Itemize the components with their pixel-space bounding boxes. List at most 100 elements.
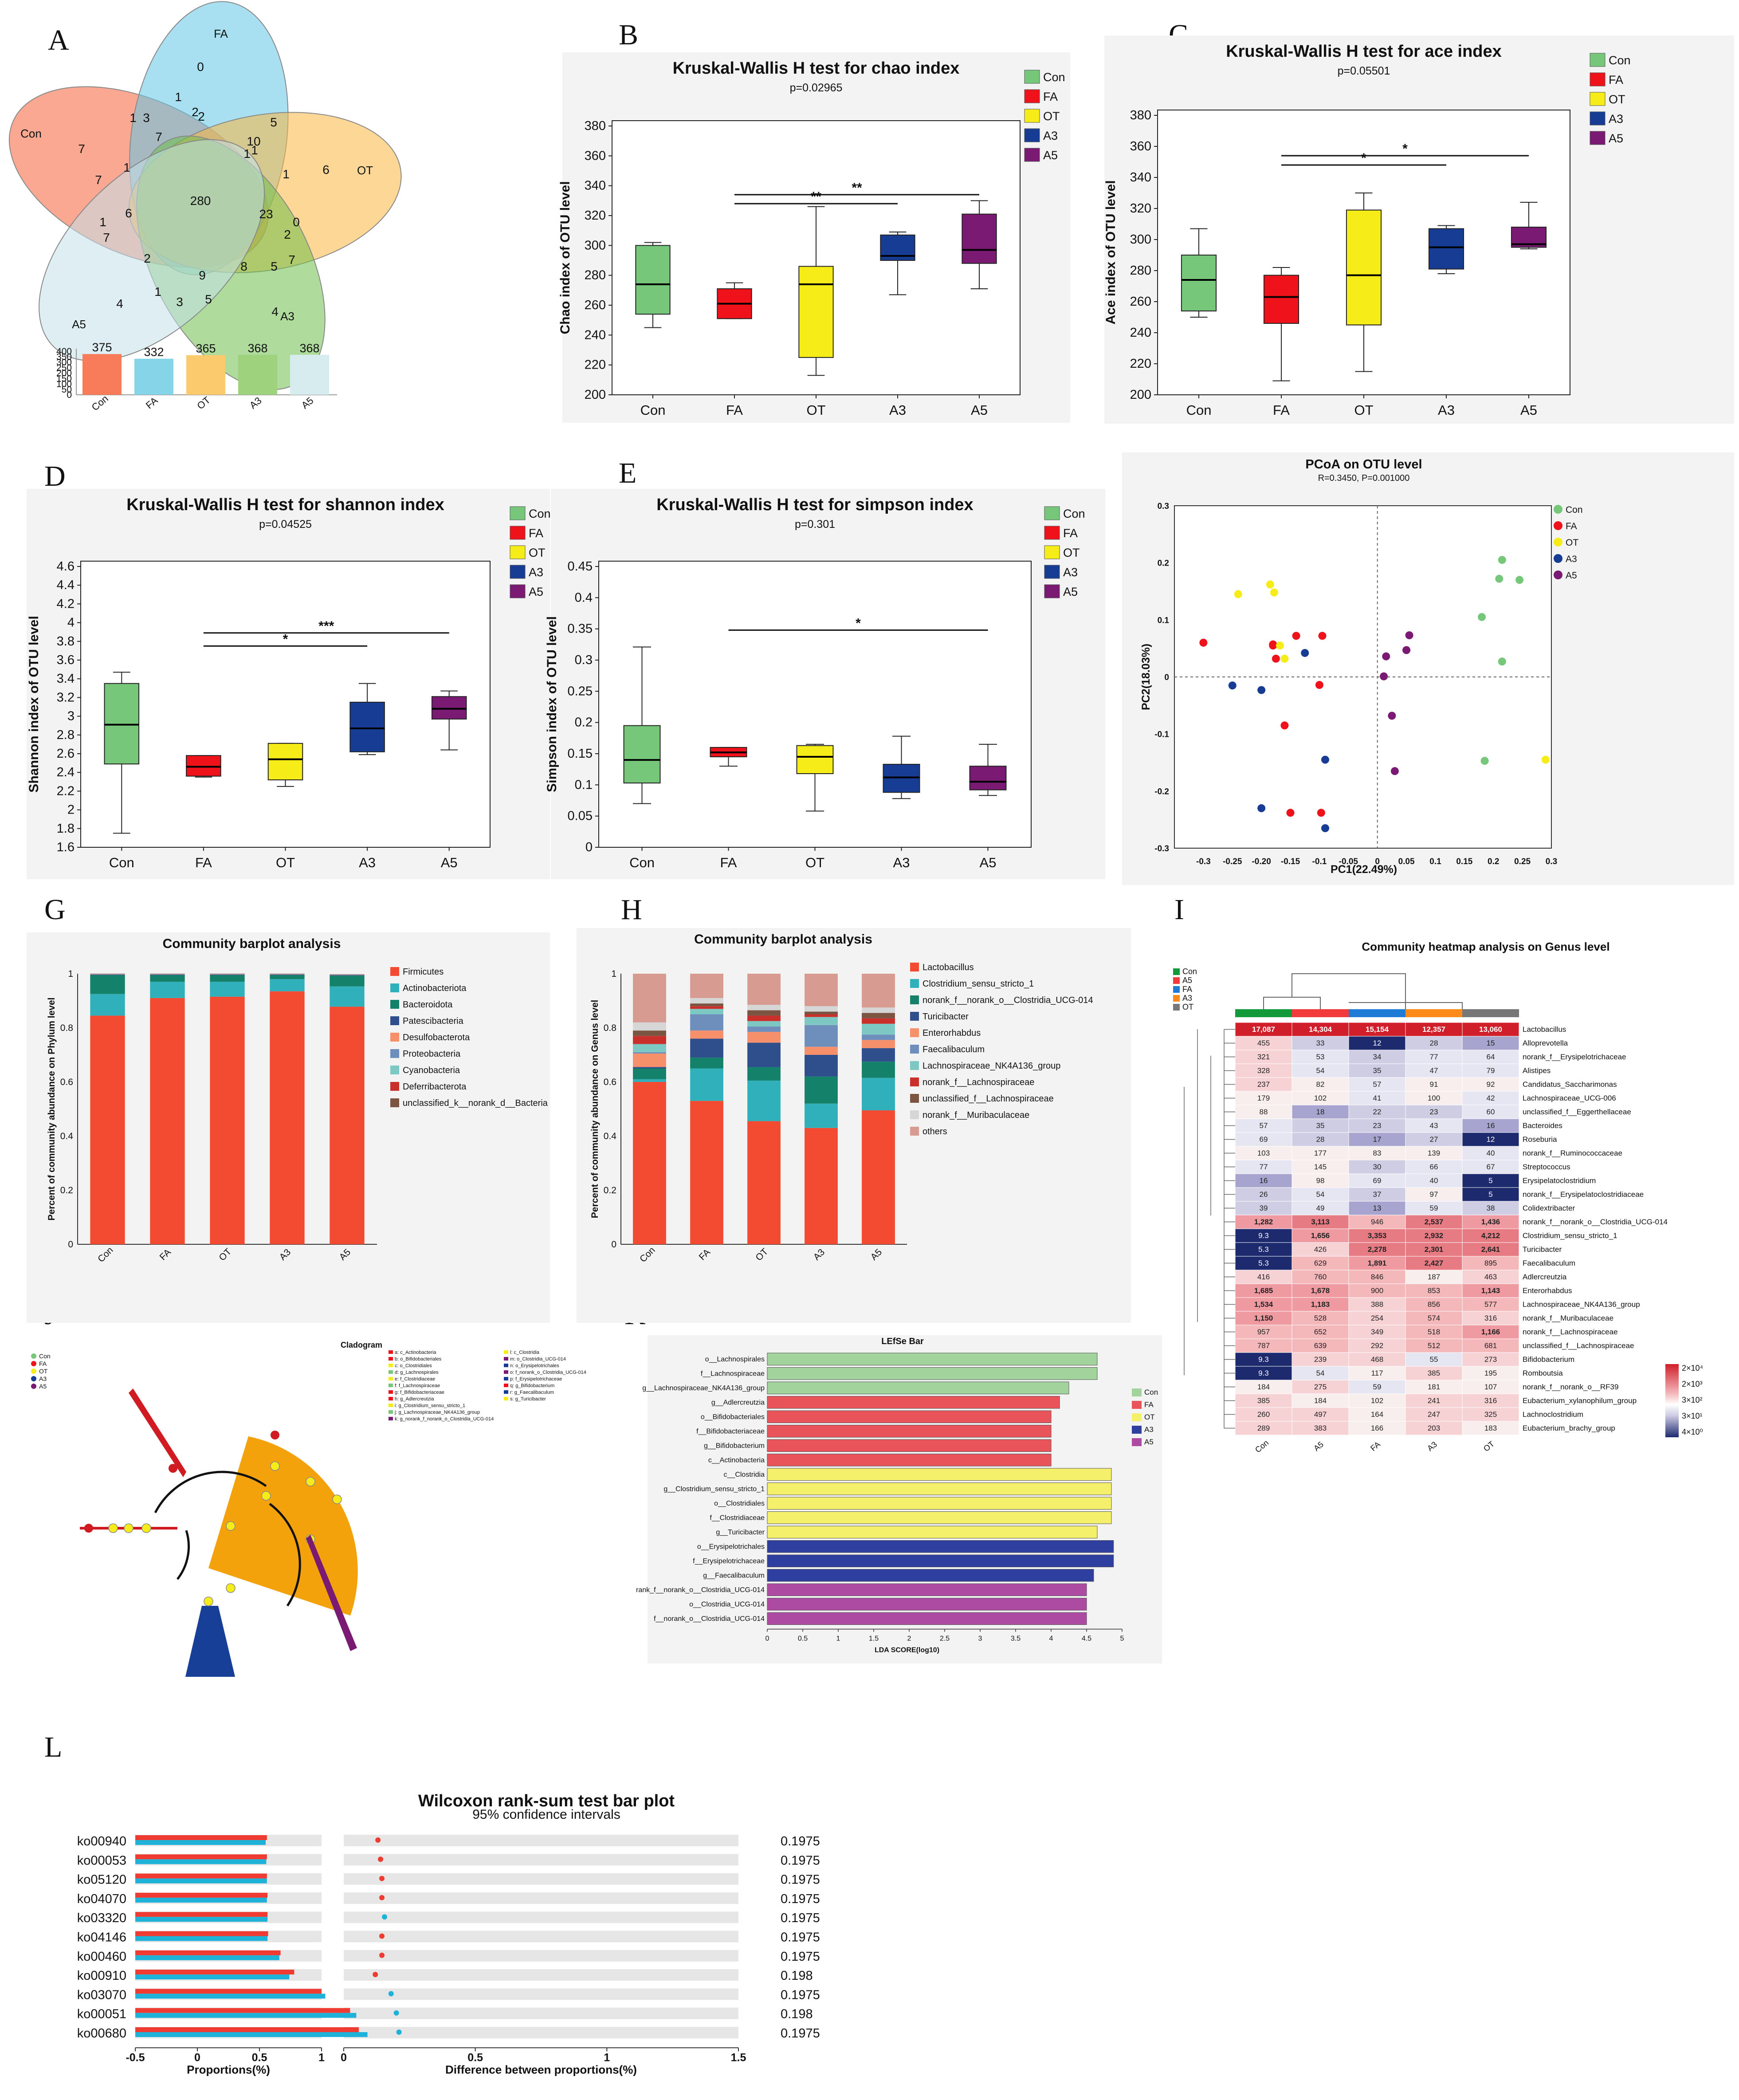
proportion-bar-blue bbox=[135, 1917, 268, 1922]
legend-label: Faecalibaculum bbox=[922, 1045, 985, 1054]
stack-segment bbox=[690, 1101, 723, 1244]
stack-segment bbox=[862, 1062, 895, 1078]
venn-count: 1 bbox=[175, 90, 182, 104]
stack-segment bbox=[862, 1048, 895, 1062]
row-label: Lachnoclostridium bbox=[1523, 1410, 1583, 1419]
x-tick-label: Con bbox=[109, 855, 134, 870]
heatmap-cell bbox=[1291, 1283, 1349, 1298]
heatmap-value: 846 bbox=[1371, 1273, 1383, 1281]
p-value: 0.1975 bbox=[781, 1988, 820, 2002]
point-a3 bbox=[1321, 824, 1329, 832]
legend-label: OT bbox=[1063, 546, 1080, 559]
heatmap-value: 53 bbox=[1316, 1053, 1325, 1061]
heatmap-cell bbox=[1462, 1118, 1519, 1133]
heatmap-cell bbox=[1291, 1160, 1349, 1174]
legend-swatch-a5 bbox=[1044, 584, 1060, 598]
x-tick-label: 1.5 bbox=[869, 1635, 879, 1643]
legend-label: FA bbox=[1566, 521, 1577, 531]
clade-node bbox=[261, 1491, 271, 1501]
heatmap-cell bbox=[1348, 1091, 1406, 1105]
lefse-label: g__Faecalibaculum bbox=[703, 1572, 765, 1580]
clade-swatch bbox=[389, 1417, 393, 1420]
clade-label: h: g_Adlercreutzia bbox=[395, 1396, 435, 1402]
heatmap-cell bbox=[1348, 1118, 1406, 1133]
difference-point bbox=[388, 1991, 394, 1997]
proportion-bar-blue bbox=[135, 1878, 267, 1884]
heatmap-cell bbox=[1405, 1132, 1463, 1147]
legend-label: norank_f__Lachnospiraceae bbox=[922, 1078, 1034, 1087]
significance-label: ** bbox=[811, 189, 821, 204]
plot-area bbox=[80, 561, 491, 848]
legend-swatch bbox=[390, 1000, 399, 1009]
x-tick-label: OT bbox=[1354, 402, 1373, 418]
heatmap-value: 60 bbox=[1487, 1108, 1495, 1116]
y-tick-label: 220 bbox=[585, 358, 606, 372]
chart-title: Wilcoxon rank-sum test bar plot bbox=[418, 1792, 675, 1810]
heatmap-value: 2,932 bbox=[1425, 1231, 1444, 1240]
difference-point bbox=[393, 2010, 399, 2016]
heatmap-cell bbox=[1235, 1132, 1292, 1147]
heatmap-value: 57 bbox=[1260, 1121, 1268, 1130]
point-fa bbox=[1286, 809, 1295, 817]
heatmap-value: 463 bbox=[1484, 1273, 1497, 1281]
point-a3 bbox=[1301, 649, 1309, 657]
clade-label: g: f_Bifidobacteriaceae bbox=[395, 1390, 444, 1395]
legend-swatch bbox=[390, 1049, 399, 1058]
venn-count: 0 bbox=[197, 60, 204, 74]
legend-swatch-con bbox=[1044, 506, 1060, 520]
proportion-bar-red bbox=[135, 2008, 350, 2013]
row-label: Candidatus_Saccharimonas bbox=[1523, 1080, 1617, 1089]
significance-label: ** bbox=[852, 181, 862, 195]
heatmap-cell bbox=[1348, 1407, 1406, 1422]
chart-subtitle: p=0.04525 bbox=[259, 518, 312, 531]
box-a5 bbox=[962, 213, 997, 264]
y-tick-label: 2.8 bbox=[57, 728, 75, 742]
stack-segment bbox=[210, 975, 245, 982]
column-label: Con bbox=[1253, 1438, 1270, 1455]
heatmap-cell bbox=[1405, 1118, 1463, 1133]
clade-node bbox=[169, 1464, 177, 1473]
heatmap-value: 166 bbox=[1371, 1424, 1383, 1432]
venn-count: 10 bbox=[247, 134, 260, 148]
x-tick-label: FA bbox=[726, 402, 743, 418]
p-value: 0.1975 bbox=[781, 1892, 820, 1906]
clade-label: r: g_Faecalibaculum bbox=[510, 1390, 554, 1395]
heatmap-value: 88 bbox=[1260, 1108, 1268, 1116]
clade-swatch bbox=[504, 1377, 508, 1380]
heatmap-cell bbox=[1462, 1160, 1519, 1174]
proportion-bar-blue bbox=[135, 1840, 266, 1845]
clade-node bbox=[332, 1494, 342, 1504]
box-a3 bbox=[883, 763, 920, 793]
proportion-bar-blue bbox=[135, 2032, 368, 2037]
y-tick-label: 3.8 bbox=[57, 634, 75, 649]
legend-swatch-a3 bbox=[1024, 128, 1040, 142]
chart-title: Cladogram bbox=[341, 1341, 382, 1349]
lefse-bar bbox=[767, 1583, 1087, 1596]
column-group-bar bbox=[1405, 1009, 1462, 1017]
x-tick-label: A3 bbox=[889, 402, 906, 418]
stack-segment bbox=[330, 986, 365, 1007]
heatmap-cell bbox=[1405, 1338, 1463, 1353]
heatmap-value: 2,278 bbox=[1368, 1245, 1387, 1254]
bar-ytick: 200 bbox=[56, 368, 72, 378]
y-tick-label: 2.2 bbox=[57, 784, 75, 798]
legend-label: Lachnospiraceae_NK4A136_group bbox=[922, 1061, 1060, 1071]
difference-point bbox=[373, 1972, 378, 1978]
p-value: 0.198 bbox=[781, 2007, 813, 2021]
chart-title: LEfSe Bar bbox=[881, 1337, 924, 1346]
row-label: norank_f__norank_o__Clostridia_UCG-014 bbox=[1523, 1218, 1668, 1226]
heatmap-value: 49 bbox=[1316, 1204, 1325, 1212]
heatmap-cell bbox=[1405, 1352, 1463, 1367]
heatmap-cell bbox=[1348, 1325, 1406, 1339]
venn-total-value: 368 bbox=[247, 342, 267, 355]
x-tick-label: FA bbox=[195, 855, 212, 870]
legend-swatch-a3 bbox=[510, 565, 526, 579]
proportion-bar-blue bbox=[135, 1994, 326, 1999]
heatmap-value: 15,154 bbox=[1366, 1025, 1389, 1034]
legend-swatch bbox=[1132, 1388, 1142, 1396]
x-tick-label: 0.5 bbox=[467, 2051, 483, 2064]
heatmap-value: 55 bbox=[1430, 1355, 1438, 1364]
row-label: Roseburia bbox=[1523, 1135, 1557, 1144]
x-tick-label: OT bbox=[805, 855, 824, 870]
heatmap-value: 388 bbox=[1371, 1300, 1383, 1309]
